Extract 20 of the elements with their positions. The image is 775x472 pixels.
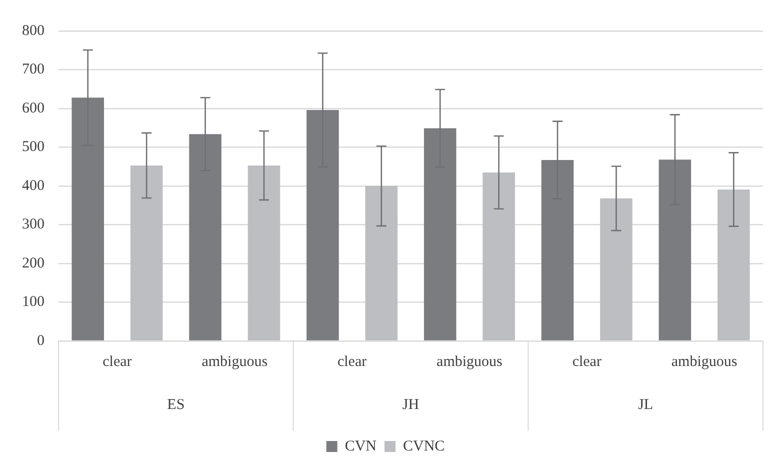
x-tick-label: clear [102, 354, 132, 370]
text: JH [402, 396, 420, 413]
y-tick-label: 700 [22, 62, 44, 78]
x-tick-label: ambiguous [202, 354, 268, 370]
legend-label: CVN [344, 438, 377, 454]
y-tick-label: 0 [37, 332, 44, 349]
text: ES [167, 396, 185, 413]
y-tick-label: 200 [22, 255, 44, 272]
x-tick-label: clear [572, 354, 602, 370]
y-tick-label: 500 [22, 139, 44, 156]
y-tick-label: 300 [22, 216, 44, 233]
x-tick-label: ambiguous [436, 354, 503, 370]
text: JL [638, 396, 654, 413]
y-tick-label: 800 [22, 22, 44, 39]
y-tick-label: 400 [22, 178, 44, 194]
legend-label: CVNC [403, 438, 445, 454]
y-tick-label: 100 [22, 294, 44, 310]
y-tick-label: 600 [22, 100, 44, 116]
x-tick-label: clear [337, 354, 367, 370]
x-tick-label: ambiguous [671, 354, 738, 370]
